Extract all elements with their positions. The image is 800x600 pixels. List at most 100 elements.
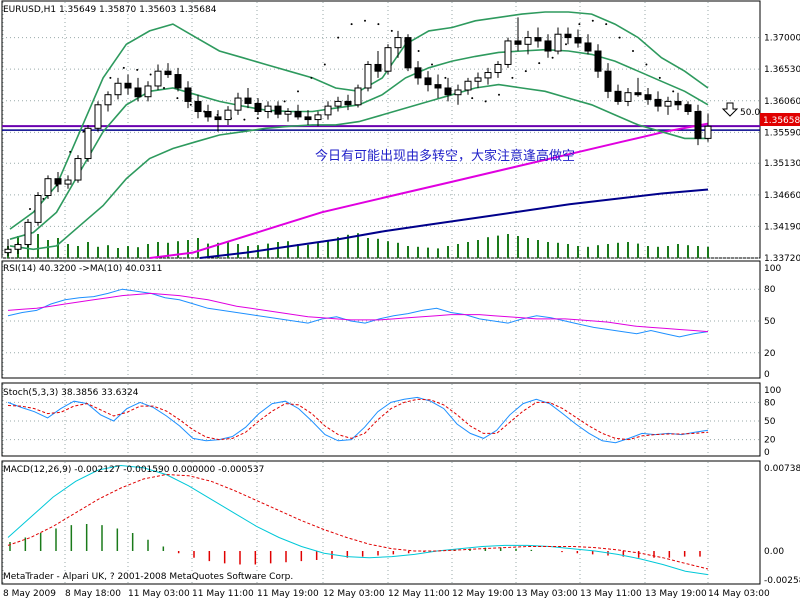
sar-dot xyxy=(189,103,192,106)
alert-arrow-icon[interactable] xyxy=(721,102,739,117)
x-tick-label: 13 May 03:00 xyxy=(516,589,578,599)
candle xyxy=(404,34,412,72)
ma-magenta-line xyxy=(149,122,709,259)
candle xyxy=(444,77,452,102)
candle xyxy=(74,155,82,183)
candle xyxy=(664,96,672,115)
y-tick-label: 80 xyxy=(764,285,776,295)
candles xyxy=(4,17,712,256)
candle-body xyxy=(154,70,162,87)
candle xyxy=(554,27,562,55)
macd-line xyxy=(7,464,709,576)
y-tick-label: 1.36530 xyxy=(764,65,800,75)
candle xyxy=(574,29,582,48)
sar-dot xyxy=(417,50,420,53)
sar-dot xyxy=(256,117,259,120)
y-tick-label: 50 xyxy=(764,417,776,427)
candle-body xyxy=(94,104,102,129)
sar-dot xyxy=(29,207,31,210)
sar-dot xyxy=(578,23,581,26)
candle xyxy=(324,101,332,120)
candle-body xyxy=(444,87,452,96)
candle xyxy=(644,87,652,105)
candle-body xyxy=(264,105,272,113)
y-tick-label: 50 xyxy=(764,317,776,327)
candle xyxy=(134,77,142,102)
alert-label: 50.0 xyxy=(740,108,760,118)
candle-body xyxy=(234,97,242,111)
sar-dot xyxy=(109,76,112,79)
sar-dot xyxy=(632,50,634,53)
candle xyxy=(34,192,42,226)
sar-dot xyxy=(283,100,286,103)
y-tick-label: 0.00 xyxy=(764,547,784,557)
y-tick-label: 1.35590 xyxy=(764,128,800,138)
candle xyxy=(114,77,122,100)
candle-body xyxy=(594,50,602,72)
candle-body xyxy=(514,40,522,45)
candle xyxy=(194,94,202,119)
sar-dot xyxy=(645,63,648,66)
candle xyxy=(594,44,602,78)
sar-dot xyxy=(471,97,474,100)
candle xyxy=(374,51,382,78)
candle-body xyxy=(704,125,712,139)
candle xyxy=(654,91,662,112)
candle xyxy=(464,77,472,95)
candle xyxy=(224,106,232,125)
candle xyxy=(534,27,542,48)
candle xyxy=(254,98,262,115)
candle-body xyxy=(114,82,122,96)
candle xyxy=(4,239,12,256)
y-tick-label: 1.34190 xyxy=(764,222,800,232)
sar-dot xyxy=(55,184,58,187)
candle-body xyxy=(274,105,282,115)
candle xyxy=(164,63,172,78)
candle-body xyxy=(554,33,562,52)
candle xyxy=(704,113,712,142)
horizontal-line[interactable] xyxy=(2,125,760,131)
stoch-header: Stoch(5,3,3) 38.3856 33.6324 xyxy=(3,388,139,398)
candle-body xyxy=(454,89,462,96)
candle xyxy=(514,17,522,52)
candle-body xyxy=(544,40,552,52)
candle xyxy=(694,104,702,146)
candle-body xyxy=(564,33,572,39)
candle xyxy=(204,104,212,122)
price-badge-text: 1.35658 xyxy=(763,116,800,126)
sar-dot xyxy=(672,90,675,93)
pane-frame-rsi xyxy=(1,260,761,379)
sar-dot xyxy=(658,76,661,79)
candle-body xyxy=(524,37,532,45)
candle-body xyxy=(534,37,542,42)
candle-body xyxy=(4,248,12,254)
candle-body xyxy=(474,77,482,82)
sar-dot xyxy=(42,197,45,200)
candle xyxy=(524,30,532,55)
candle xyxy=(314,111,322,127)
candle xyxy=(364,61,372,92)
y-tick-label: 1.37000 xyxy=(764,34,800,44)
candle xyxy=(14,242,22,254)
candle xyxy=(234,92,242,115)
x-tick-label: 14 May 03:00 xyxy=(708,589,770,599)
sar-dot xyxy=(538,62,541,65)
candle xyxy=(474,72,482,88)
candle-body xyxy=(664,100,672,107)
candle-body xyxy=(604,70,612,92)
candle-body xyxy=(314,114,322,121)
sar-dot xyxy=(323,63,326,66)
candle-body xyxy=(34,195,42,223)
candle-body xyxy=(684,104,692,113)
x-tick-label: 13 May 19:00 xyxy=(645,589,707,599)
candle-body xyxy=(184,87,192,102)
macd-header: MACD(12,26,9) -0.002127 -0.001590 0.0000… xyxy=(3,465,264,475)
price-badge xyxy=(760,113,800,126)
stoch-main-line xyxy=(7,396,709,444)
y-tick-label: 0 xyxy=(764,370,770,380)
candle-body xyxy=(254,102,262,113)
candle-body xyxy=(134,87,142,98)
macd-signal-line xyxy=(7,473,709,570)
candle-body xyxy=(364,63,372,89)
candle-body xyxy=(374,63,382,72)
